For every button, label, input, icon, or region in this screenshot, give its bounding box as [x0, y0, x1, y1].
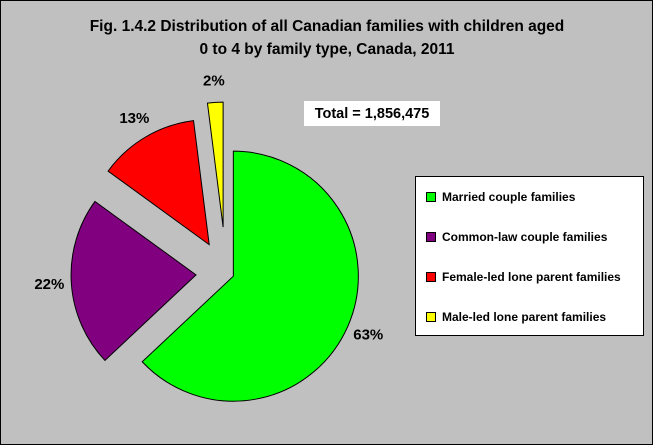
pie-data-label-4: 2% [203, 72, 225, 89]
pie-data-label-1: 63% [353, 327, 383, 344]
pie-slice-2 [70, 200, 197, 362]
legend-item-2: Common-law couple families [426, 230, 607, 244]
legend: Married couple families Common-law couple… [415, 176, 644, 336]
legend-label-4: Male-led lone parent families [442, 310, 607, 324]
chart-title: Fig. 1.4.2 Distribution of all Canadian … [41, 15, 613, 61]
legend-swatch-2 [426, 232, 436, 242]
chart-title-line-1: Fig. 1.4.2 Distribution of all Canadian … [89, 18, 565, 35]
legend-swatch-3 [426, 272, 436, 282]
legend-item-3: Female-led lone parent families [426, 270, 621, 284]
legend-label-1: Married couple families [442, 190, 576, 204]
total-annotation: Total = 1,856,475 [303, 100, 441, 127]
pie-slice-4 [206, 101, 224, 228]
pie-slice-1 [141, 150, 359, 402]
pie-data-label-3: 13% [119, 110, 149, 127]
legend-label-3: Female-led lone parent families [442, 270, 621, 284]
legend-item-1: Married couple families [426, 190, 575, 204]
chart-title-line-2: 0 to 4 by family type, Canada, 2011 [199, 41, 455, 58]
legend-swatch-4 [426, 312, 436, 322]
pie-data-label-2: 22% [34, 276, 64, 293]
pie-slice-3 [107, 120, 210, 246]
legend-label-2: Common-law couple families [442, 230, 608, 244]
legend-swatch-1 [426, 192, 436, 202]
legend-item-4: Male-led lone parent families [426, 310, 606, 324]
